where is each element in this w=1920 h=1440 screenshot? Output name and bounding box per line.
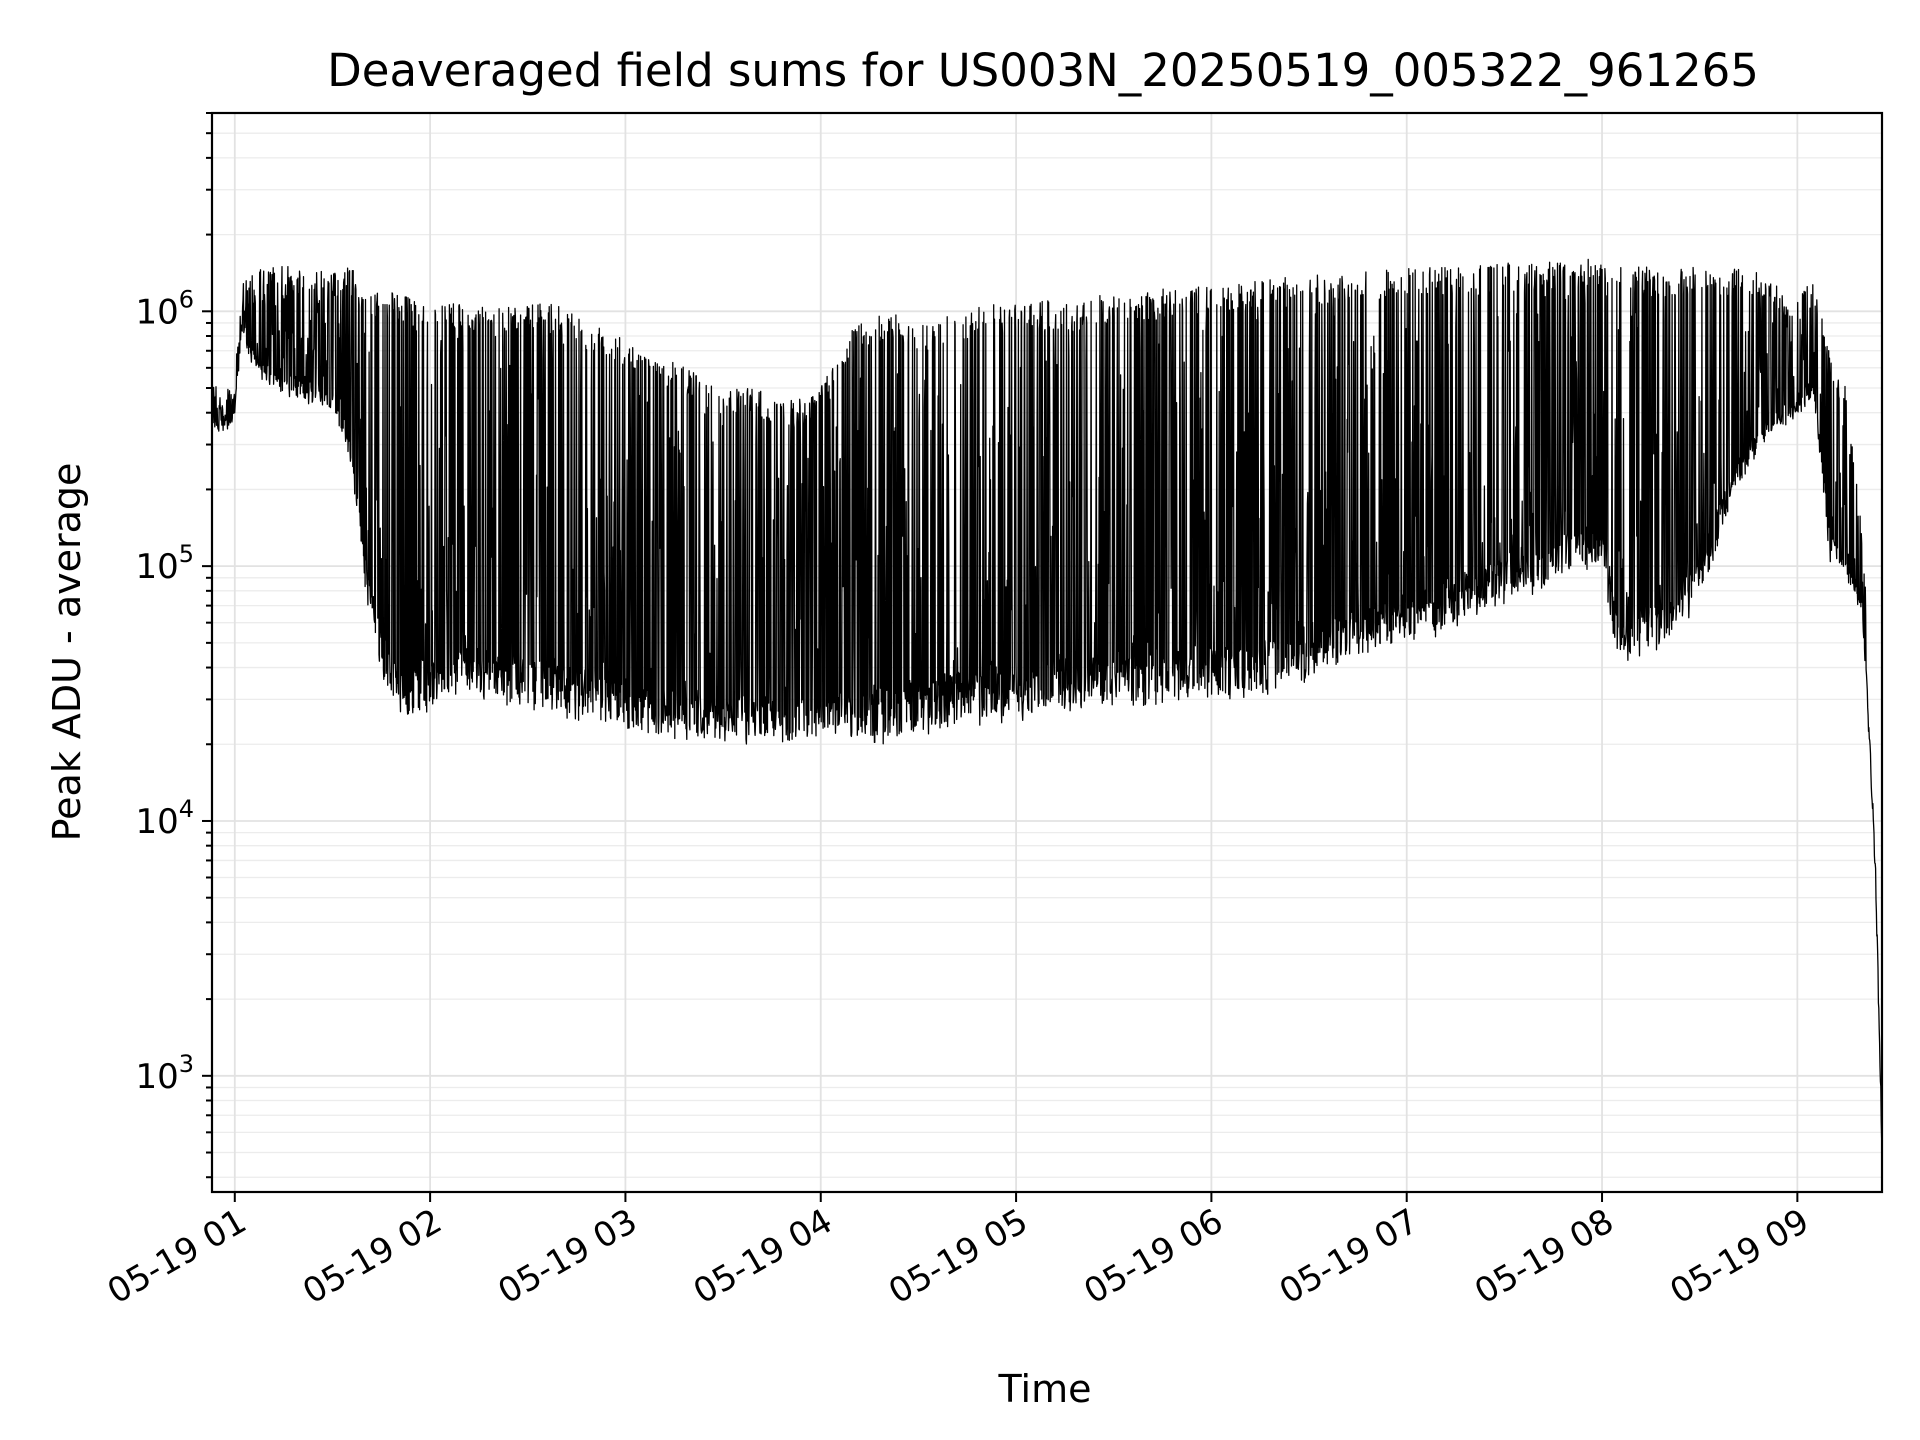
y-tick-label-base: 10: [135, 802, 178, 842]
y-tick-label-base: 10: [135, 547, 178, 587]
y-axis-label: Peak ADU - average: [45, 463, 89, 842]
y-tick-label: 106: [135, 285, 194, 332]
y-tick-label: 104: [135, 795, 194, 842]
y-tick-label-base: 10: [135, 292, 178, 332]
series-layer: [211, 258, 1883, 1149]
y-tick-label-base: 10: [135, 1057, 178, 1097]
y-tick-label-exponent: 4: [179, 795, 194, 823]
y-tick-label: 105: [135, 540, 194, 587]
y-tick-label-exponent: 6: [179, 285, 194, 313]
y-tick-label: 103: [135, 1050, 194, 1097]
plot-frame: [210, 111, 1884, 1194]
x-axis-label: Time: [998, 1367, 1092, 1411]
y-tick-label-exponent: 5: [179, 540, 194, 568]
y-tick-label-exponent: 3: [179, 1050, 194, 1078]
chart-title: Deaveraged field sums for US003N_2025051…: [327, 44, 1759, 97]
series-line: [211, 258, 1883, 1149]
